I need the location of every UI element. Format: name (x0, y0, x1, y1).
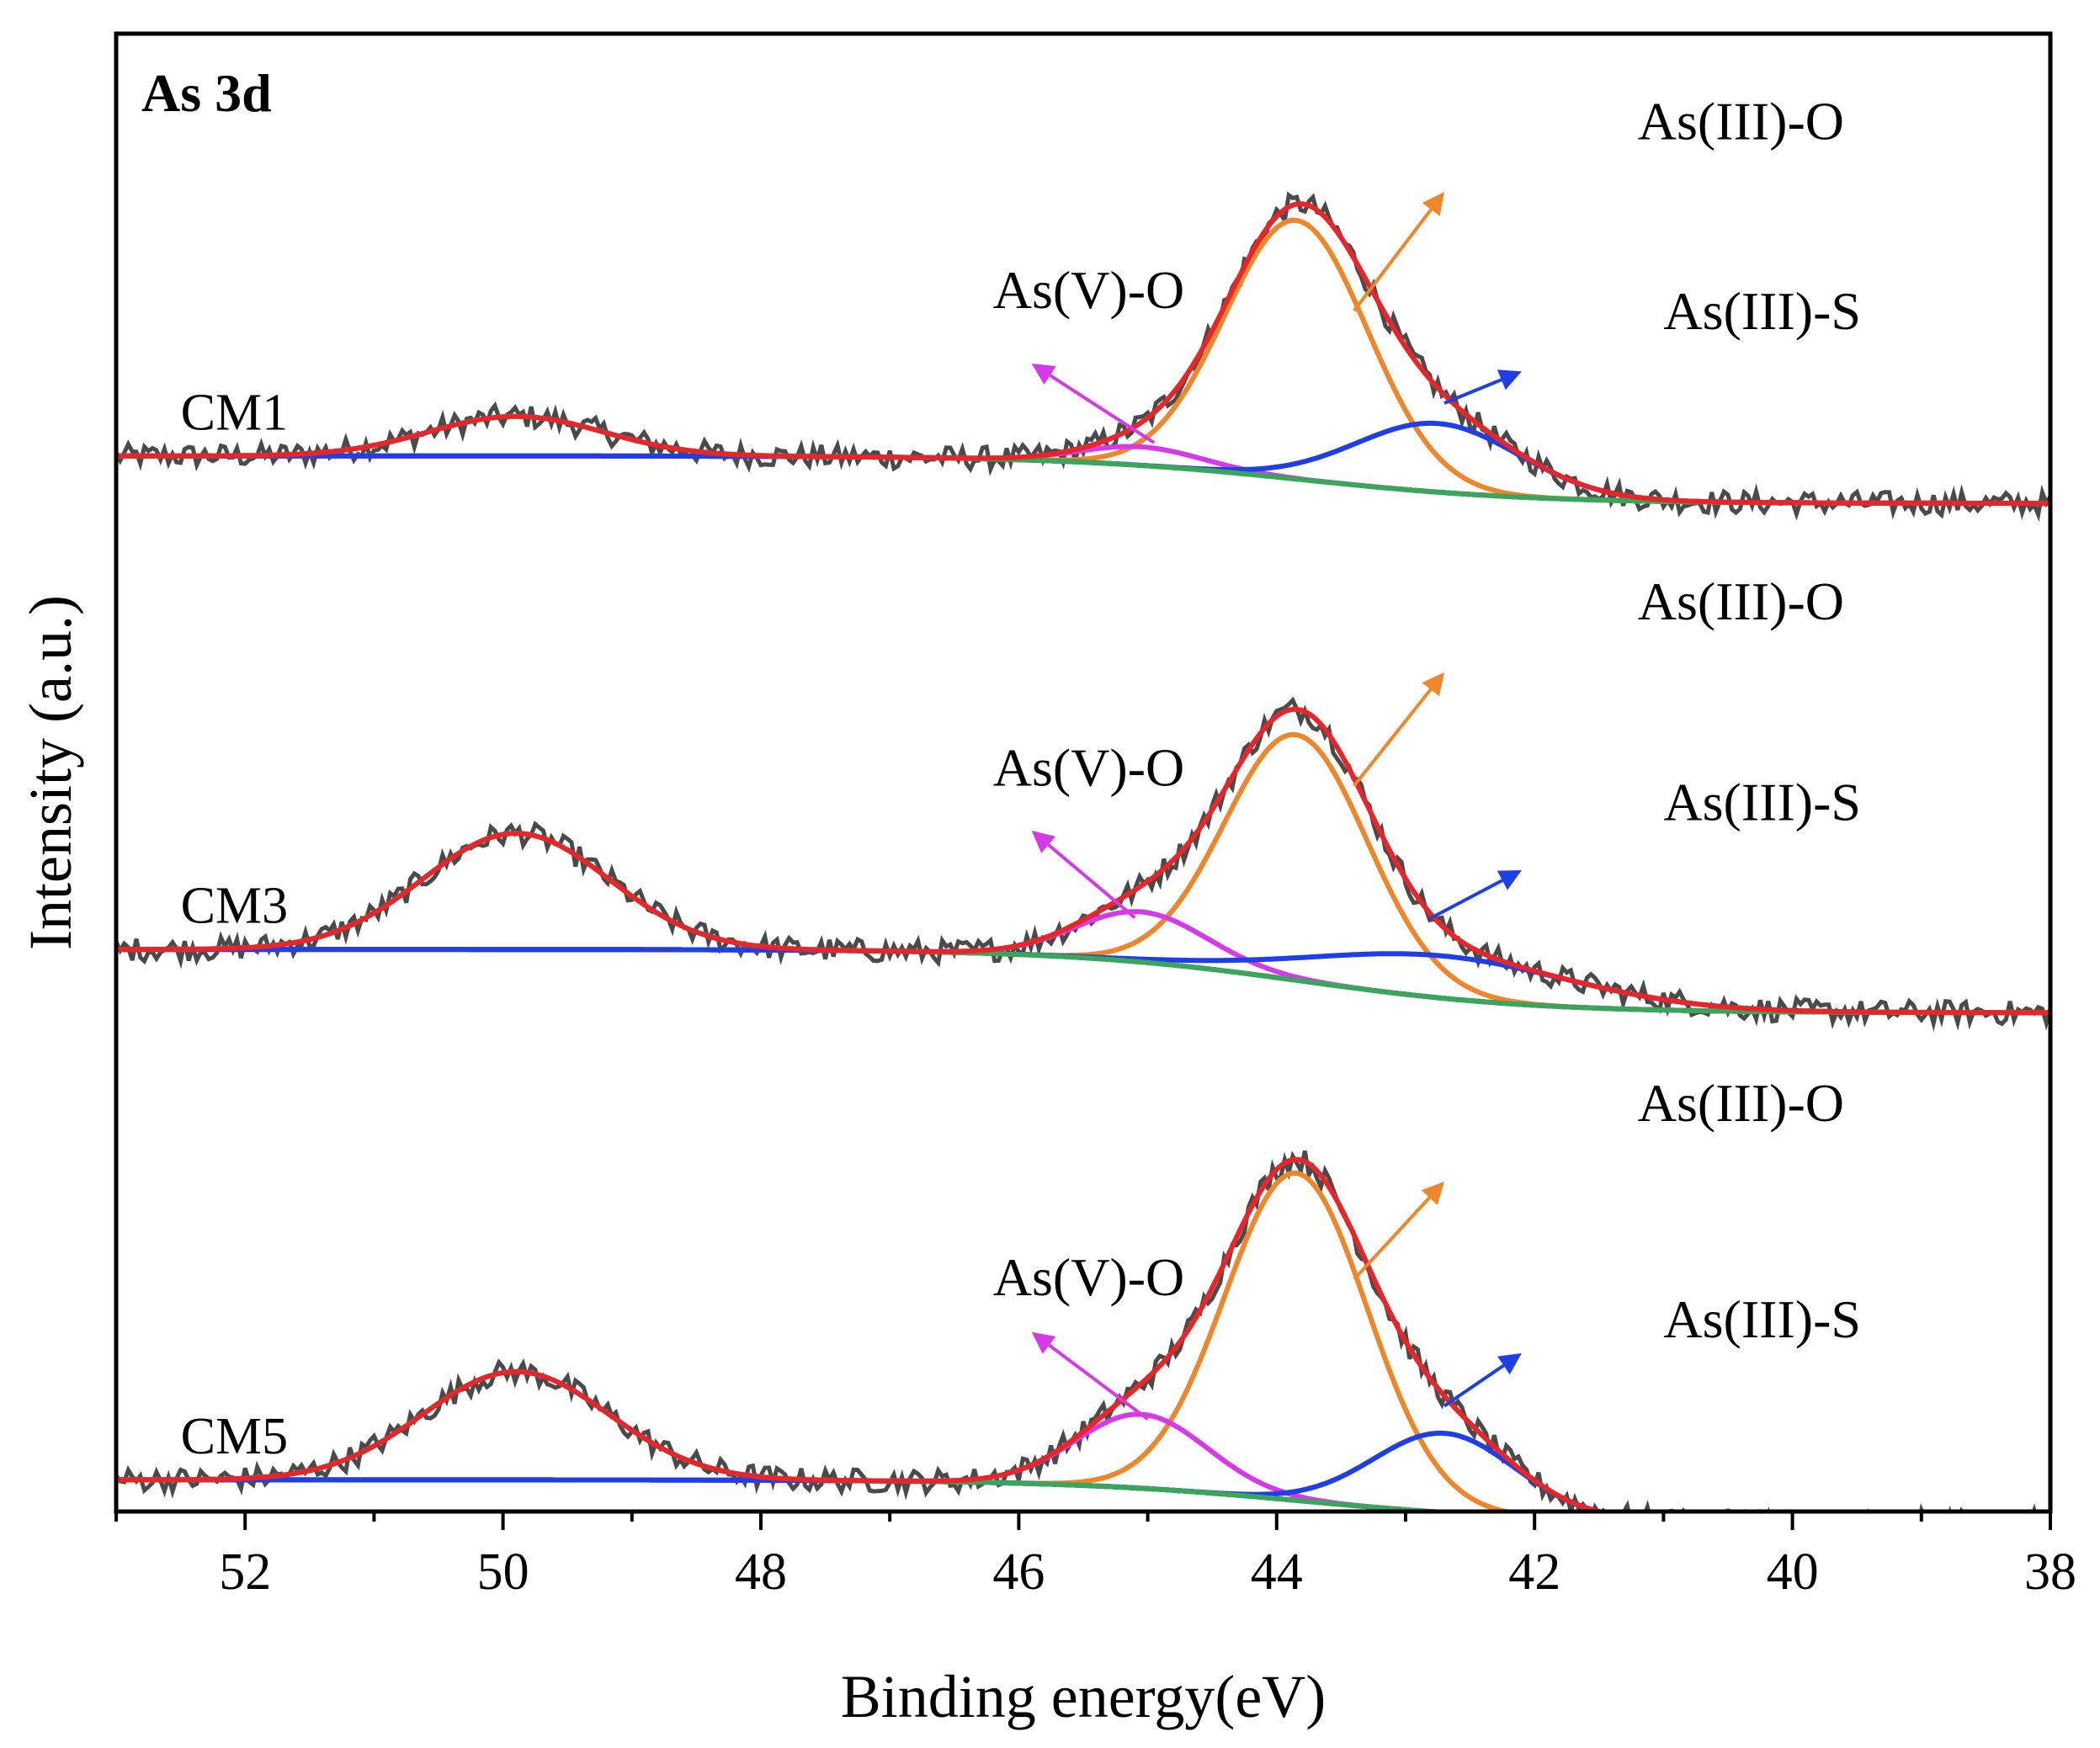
fit-envelope (116, 706, 2050, 1016)
x-tick-label: 48 (735, 1543, 787, 1601)
annotation-arrow (1049, 374, 1156, 444)
plot-frame (114, 31, 2053, 1514)
arrow-head (1497, 870, 1522, 890)
x-ticks: 52 50 48 46 44 42 40 38 (114, 1512, 2076, 1601)
sample-cm1 (116, 191, 2050, 523)
peak-label: As(III)-O (1638, 571, 1844, 631)
raw-data-line (116, 1150, 2037, 1512)
peak-label: As(III)-S (1663, 1289, 1861, 1349)
annotation-arrow (1048, 1343, 1149, 1421)
fit-envelope (116, 201, 2050, 507)
component-asv-o (116, 909, 2050, 1016)
x-tick-label: 46 (992, 1543, 1045, 1601)
panel-title: As 3d (141, 63, 272, 123)
annotation-arrow (1430, 879, 1503, 920)
sample-label: CM5 (181, 1408, 288, 1465)
arrow-head (1497, 1352, 1522, 1375)
raw-data-line (116, 191, 2050, 523)
peak-label: As(III)-S (1663, 281, 1861, 341)
annotation-arrow (1443, 1363, 1505, 1408)
fit-envelope (116, 1156, 1611, 1512)
arrow-head (1422, 672, 1444, 697)
component-satellite (116, 1368, 1470, 1512)
annotation-arrow (1353, 688, 1433, 787)
arrow-head (1031, 830, 1055, 853)
arrow-head (1421, 1182, 1444, 1205)
annotation-arrow (1047, 843, 1136, 919)
x-tick-label: 38 (2024, 1543, 2076, 1601)
annotation-arrow (1353, 208, 1433, 312)
peak-label: As(V)-O (993, 738, 1185, 798)
sample-cm3 (116, 696, 2050, 1032)
x-tick-label: 44 (1251, 1543, 1303, 1601)
peak-label: As(V)-O (993, 1247, 1185, 1307)
component-asiii-s (116, 1430, 1611, 1512)
arrow-head (1031, 1331, 1056, 1354)
peak-label: As(V)-O (993, 260, 1185, 320)
sample-label: CM3 (181, 878, 288, 935)
x-tick-label: 52 (219, 1543, 271, 1601)
curves-layer (116, 191, 2050, 1512)
arrow-head (1031, 363, 1056, 385)
annotations-layer: CM1 As(III)-O As(V)-O As(III)-S CM3 As(III)-O… (181, 91, 1861, 1465)
peak-label: As(III)-O (1638, 1073, 1844, 1133)
peak-label: As(III)-O (1638, 91, 1844, 151)
x-axis-title: Binding energy(eV) (841, 1663, 1326, 1730)
arrow-head (1422, 192, 1444, 216)
annotation-arrow (1353, 1196, 1431, 1281)
peak-label: As(III)-S (1663, 772, 1861, 831)
x-tick-label: 50 (477, 1543, 529, 1601)
arrow-head (1497, 369, 1522, 391)
x-tick-label: 40 (1767, 1543, 1819, 1601)
component-satellite (116, 413, 2050, 507)
x-tick-label: 42 (1508, 1543, 1560, 1601)
sample-label: CM1 (181, 384, 288, 441)
sample-cm5 (116, 1150, 2037, 1512)
annotation-arrow (1443, 378, 1502, 405)
y-axis-title: Intensity (a.u.) (17, 595, 84, 950)
